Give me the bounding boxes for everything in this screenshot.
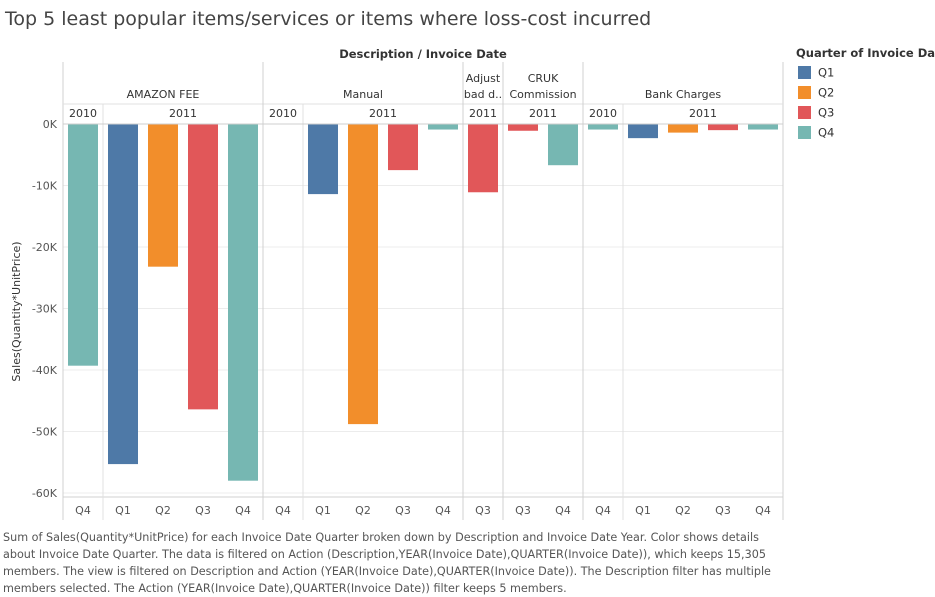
year-header: 2011 xyxy=(469,107,497,120)
description-header: Bank Charges xyxy=(645,88,722,101)
legend-title: Quarter of Invoice Date xyxy=(796,46,935,60)
y-tick-label: -60K xyxy=(32,487,58,500)
column-header-label: Description / Invoice Date xyxy=(339,47,507,61)
legend-label-q1: Q1 xyxy=(818,65,835,80)
bar-bank-charges-2011-q3 xyxy=(708,124,738,131)
legend-swatch-q2 xyxy=(798,86,811,99)
x-tick-label: Q2 xyxy=(155,504,171,517)
bar-bank-charges-2011-q2 xyxy=(668,124,698,133)
x-tick-label: Q3 xyxy=(195,504,211,517)
legend-swatch-q3 xyxy=(798,106,811,119)
year-header: 2010 xyxy=(589,107,617,120)
x-tick-label: Q1 xyxy=(115,504,131,517)
x-tick-label: Q3 xyxy=(395,504,411,517)
description-header-line2: bad d.. xyxy=(464,88,502,101)
chart-title: Top 5 least popular items/services or it… xyxy=(5,8,652,30)
x-tick-label: Q3 xyxy=(475,504,491,517)
bar-bank-charges-2011-q4 xyxy=(748,124,778,130)
year-header: 2010 xyxy=(269,107,297,120)
year-header: 2011 xyxy=(369,107,397,120)
legend-item-q4[interactable]: Q4 xyxy=(798,125,835,140)
y-tick-label: -10K xyxy=(32,180,58,193)
legend-label-q2: Q2 xyxy=(818,85,835,100)
legend-item-q1[interactable]: Q1 xyxy=(798,65,835,80)
bar-manual-2011-q1 xyxy=(308,124,338,195)
year-header: 2011 xyxy=(689,107,717,120)
legend-label-q3: Q3 xyxy=(818,105,835,120)
x-tick-label: Q4 xyxy=(435,504,451,517)
x-tick-label: Q4 xyxy=(235,504,251,517)
bar-bank-charges-2010-q4 xyxy=(588,124,618,130)
description-header-line2: Commission xyxy=(509,88,576,101)
year-header: 2011 xyxy=(169,107,197,120)
bar-cruk-commission-2011-q4 xyxy=(548,124,578,166)
bar-amazon-fee-2011-q4 xyxy=(228,124,258,481)
description-header-line1: Adjust xyxy=(466,72,501,85)
description-header: AMAZON FEE xyxy=(127,88,200,101)
description-header: Manual xyxy=(343,88,383,101)
bar-manual-2011-q3 xyxy=(388,124,418,171)
x-tick-label: Q4 xyxy=(595,504,611,517)
legend-swatch-q4 xyxy=(798,126,811,139)
bar-amazon-fee-2011-q2 xyxy=(148,124,178,267)
year-header: 2011 xyxy=(529,107,557,120)
description-header-line1: CRUK xyxy=(528,72,559,85)
y-tick-label: -20K xyxy=(32,241,58,254)
y-tick-label: -50K xyxy=(32,426,58,439)
y-tick-label: -40K xyxy=(32,364,58,377)
x-tick-label: Q1 xyxy=(635,504,651,517)
legend-label-q4: Q4 xyxy=(818,125,835,140)
x-tick-label: Q4 xyxy=(275,504,291,517)
bar-cruk-commission-2011-q3 xyxy=(508,124,538,131)
chart-svg: Description / Invoice Date 0K -10K -20K -30K… xyxy=(10,47,784,520)
y-axis-title: Sales(Quantity*UnitPrice) xyxy=(10,241,23,381)
bar-adjust-bad-d--2011-q3 xyxy=(468,124,498,193)
x-tick-label: Q3 xyxy=(715,504,731,517)
bar-bank-charges-2011-q1 xyxy=(628,124,658,139)
x-tick-label: Q1 xyxy=(315,504,331,517)
bar-amazon-fee-2010-q4 xyxy=(68,124,98,366)
bar-manual-2011-q4 xyxy=(428,124,458,130)
y-tick-label: 0K xyxy=(43,118,58,131)
x-tick-label: Q4 xyxy=(75,504,91,517)
x-tick-label: Q2 xyxy=(355,504,371,517)
bar-amazon-fee-2011-q1 xyxy=(108,124,138,465)
legend-swatch-q1 xyxy=(798,66,811,79)
x-tick-label: Q2 xyxy=(675,504,691,517)
x-tick-label: Q4 xyxy=(555,504,571,517)
y-tick-label: -30K xyxy=(32,303,58,316)
x-tick-label: Q3 xyxy=(515,504,531,517)
bar-manual-2011-q2 xyxy=(348,124,378,425)
bar-amazon-fee-2011-q3 xyxy=(188,124,218,410)
legend-item-q2[interactable]: Q2 xyxy=(798,85,835,100)
chart-caption: Sum of Sales(Quantity*UnitPrice) for eac… xyxy=(3,531,771,595)
year-header: 2010 xyxy=(69,107,97,120)
x-tick-label: Q4 xyxy=(755,504,771,517)
legend-item-q3[interactable]: Q3 xyxy=(798,105,835,120)
